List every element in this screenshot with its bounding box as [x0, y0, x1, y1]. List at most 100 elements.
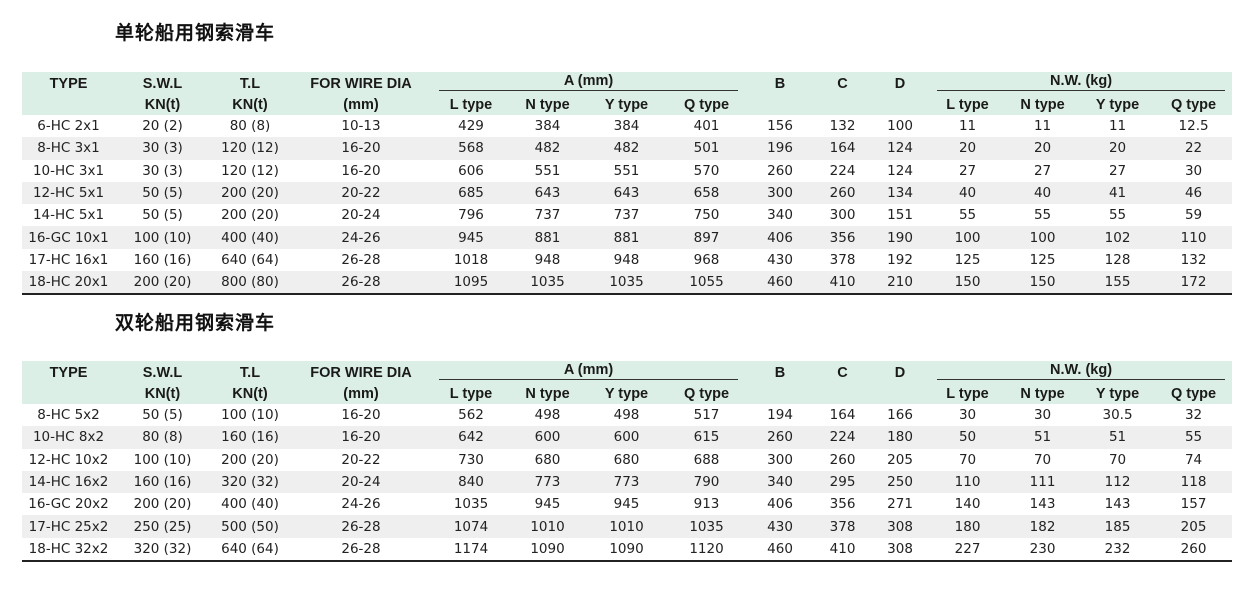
table-title: 双轮船用钢索滑车 — [115, 312, 276, 334]
cell-a-n: 551 — [534, 162, 561, 179]
cell-a-y: 643 — [585, 181, 668, 205]
cell-swl: 320 (32) — [133, 540, 192, 557]
cell-a-y: 600 — [585, 426, 668, 449]
table-row: 17-HC 25x2 250 (25) 500 (50) 26-28 1074 1010 1… — [22, 515, 1233, 538]
header-nw-subtype: Q type — [1155, 95, 1233, 115]
cell-wire-dia: 16-20 — [290, 426, 432, 449]
cell-a-l: 1074 — [432, 515, 510, 538]
table-row: 16-GC 10x1 100 (10) 400 (40) 24-26 945 881 881… — [22, 226, 1233, 249]
table-row: 8-HC 3x1 30 (3) 120 (12) 16-20 568 482 482 501 1… — [22, 137, 1233, 160]
cell-a-n: 945 — [534, 496, 561, 513]
header-a-group: A (mm) — [432, 72, 746, 95]
cell-a-y: 948 — [613, 251, 640, 268]
header-swl-unit: KN(t) — [115, 95, 210, 115]
cell-nw-l: 110 — [930, 470, 1006, 494]
header-a-subtype: N type — [510, 95, 585, 115]
cell-nw-l: 140 — [954, 496, 981, 513]
cell-wire-dia: 20-24 — [290, 470, 432, 494]
cell-nw-y: 27 — [1108, 162, 1127, 179]
header-nw-group: N.W. (kg) — [930, 72, 1233, 95]
cell-a-y: 498 — [613, 407, 640, 424]
cell-tl: 400 (40) — [210, 226, 290, 249]
cell-nw-y: 232 — [1104, 540, 1131, 557]
cell-a-n: 1035 — [510, 271, 585, 295]
cell-a-q: 1120 — [689, 540, 724, 557]
cell-a-q: 615 — [668, 426, 746, 449]
header-blank — [870, 384, 931, 404]
cell-swl: 250 (25) — [115, 515, 210, 538]
cell-b: 260 — [745, 426, 816, 449]
double-sheave-table: TYPE S.W.L T.L FOR WIRE DIA A (mm) B C D N.W. (k… — [22, 361, 1233, 562]
header-blank — [870, 95, 931, 115]
cell-nw-l: 70 — [958, 451, 977, 468]
table-row: 12-HC 10x2 100 (10) 200 (20) 20-22 730 680 680… — [22, 449, 1232, 471]
cell-nw-y: 143 — [1104, 496, 1131, 513]
cell-a-l: 429 — [458, 118, 484, 135]
cell-nw-l: 150 — [930, 271, 1006, 295]
table-row: 17-HC 16x1 160 (16) 640 (64) 26-28 1018 948 94… — [22, 249, 1232, 271]
cell-wire-dia: 16-20 — [341, 162, 381, 179]
cell-a-n: 498 — [534, 407, 561, 424]
cell-nw-n: 230 — [1029, 540, 1056, 557]
table-row: 8-HC 5x2 50 (5) 100 (10) 16-20 562 498 498 517 1… — [22, 404, 1232, 426]
cell-a-q: 688 — [693, 451, 720, 468]
cell-nw-n: 125 — [1029, 251, 1056, 268]
table-row: 18-HC 32x2 320 (32) 640 (64) 26-28 1174 1090 1… — [22, 538, 1232, 561]
cell-nw-y: 51 — [1080, 426, 1156, 449]
cell-a-q: 570 — [693, 162, 720, 179]
cell-tl: 800 (80) — [210, 271, 290, 295]
cell-a-n: 773 — [510, 470, 585, 494]
cell-swl: 80 (8) — [115, 426, 210, 449]
cell-nw-q: 110 — [1155, 226, 1233, 249]
header-tl: T.L — [210, 72, 290, 95]
cell-b: 340 — [745, 470, 816, 494]
cell-nw-n: 55 — [1033, 207, 1052, 224]
cell-a-q: 401 — [693, 118, 720, 135]
cell-a-q: 913 — [693, 496, 720, 513]
cell-nw-y: 41 — [1080, 181, 1156, 205]
cell-nw-l: 40 — [930, 181, 1006, 205]
cell-a-n: 1010 — [510, 515, 585, 538]
table-header: TYPE S.W.L T.L FOR WIRE DIA A (mm) B C D N.W. (k… — [22, 72, 1233, 115]
cell-b: 430 — [745, 515, 816, 538]
cell-nw-l: 20 — [930, 137, 1006, 160]
cell-nw-l: 125 — [954, 251, 981, 268]
cell-b: 300 — [745, 181, 816, 205]
cell-a-l: 1174 — [453, 540, 489, 557]
cell-a-n: 948 — [534, 251, 561, 268]
table-row: 18-HC 20x1 200 (20) 800 (80) 26-28 1095 1035 1… — [22, 271, 1233, 295]
cell-nw-q: 12.5 — [1178, 118, 1209, 135]
cell-nw-n: 40 — [1005, 181, 1081, 205]
cell-a-q: 1055 — [668, 271, 746, 295]
cell-wire-dia: 20-22 — [290, 181, 432, 205]
cell-a-l: 568 — [432, 137, 510, 160]
header-b: B — [745, 72, 816, 95]
cell-swl: 30 (3) — [115, 137, 210, 160]
cell-d: 180 — [870, 426, 931, 449]
header-wire: FOR WIRE DIA — [290, 361, 432, 384]
cell-nw-n: 150 — [1005, 271, 1081, 295]
cell-d: 205 — [887, 451, 913, 468]
cell-b: 196 — [745, 137, 816, 160]
cell-nw-n: 70 — [1033, 451, 1052, 468]
header-row-2: KN(t) KN(t) (mm) L type N type Y type Q type L … — [22, 384, 1233, 404]
cell-a-l: 685 — [432, 181, 510, 205]
cell-a-l: 1018 — [453, 251, 489, 268]
cell-type: 10-HC 3x1 — [32, 162, 105, 179]
cell-type: 12-HC 5x1 — [22, 181, 115, 205]
cell-nw-y: 11 — [1108, 118, 1127, 135]
cell-a-q: 750 — [693, 207, 720, 224]
cell-b: 156 — [767, 118, 793, 135]
cell-d: 190 — [870, 226, 931, 249]
cell-a-l: 1035 — [453, 496, 489, 513]
cell-nw-n: 143 — [1029, 496, 1056, 513]
cell-nw-n: 182 — [1005, 515, 1081, 538]
header-swl: S.W.L — [115, 361, 210, 384]
cell-a-y: 773 — [585, 470, 668, 494]
cell-nw-q: 30 — [1184, 162, 1203, 179]
cell-nw-q: 59 — [1184, 207, 1203, 224]
header-row-1: TYPE S.W.L T.L FOR WIRE DIA A (mm) B C D N.W. (k… — [22, 361, 1233, 384]
header-a-subtype: L type — [432, 384, 510, 404]
cell-wire-dia: 24-26 — [290, 226, 432, 249]
cell-nw-q: 260 — [1180, 540, 1207, 557]
